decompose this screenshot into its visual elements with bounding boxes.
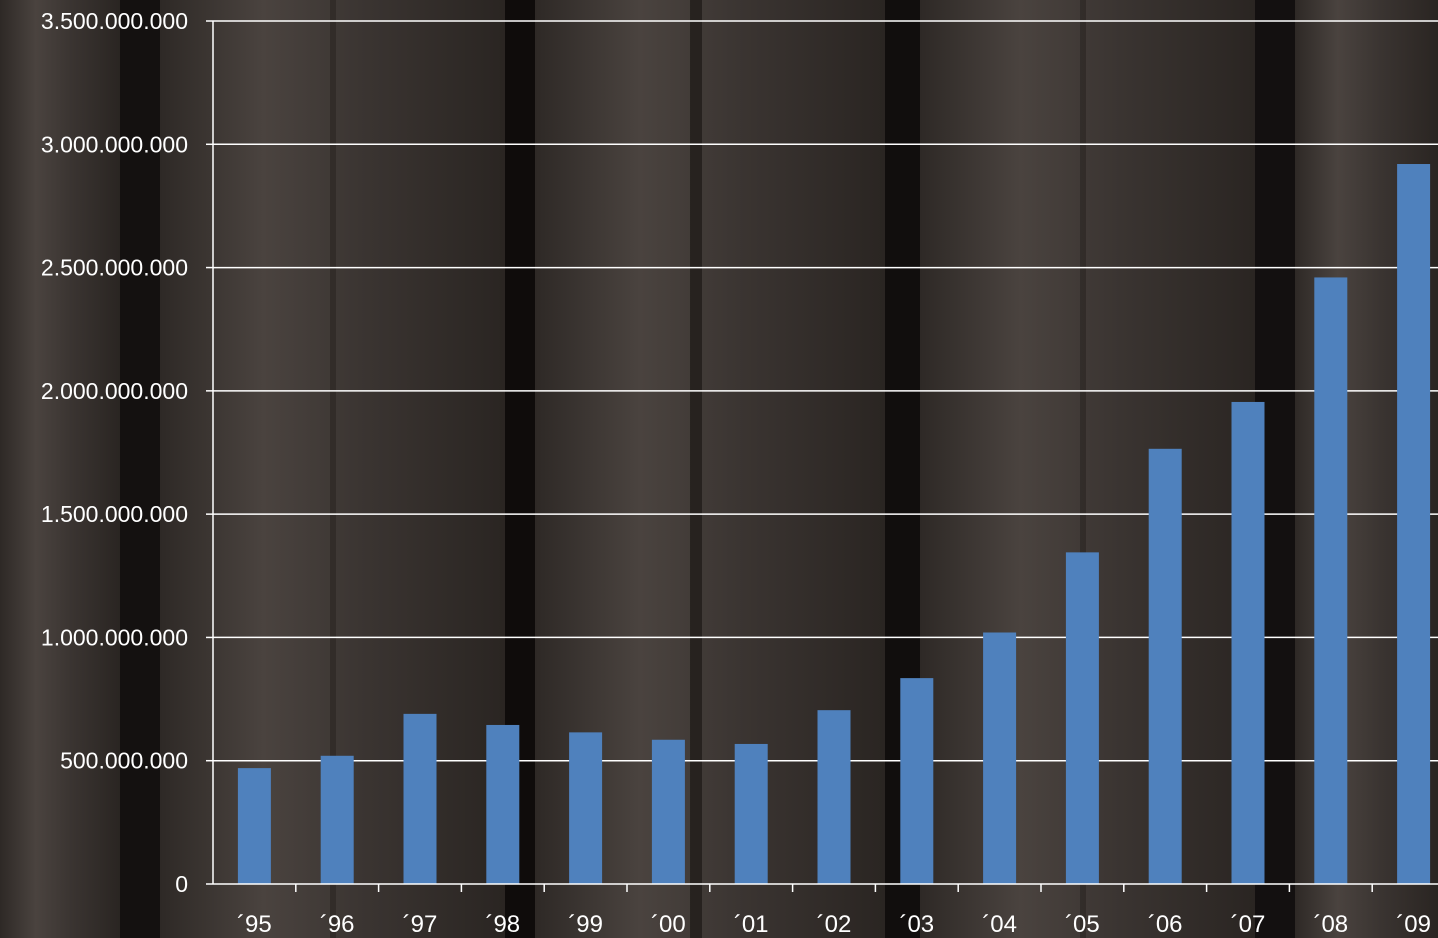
- x-tick-label: ´95: [237, 911, 272, 938]
- bar: [1148, 448, 1182, 884]
- bar: [237, 768, 271, 884]
- x-tick-label: ´01: [734, 911, 769, 938]
- x-tick-label: ´08: [1313, 911, 1348, 938]
- y-tick-label: 1.500.000.000: [41, 501, 188, 527]
- bar: [817, 710, 851, 884]
- bar: [651, 739, 685, 884]
- x-tick-label: ´99: [568, 911, 603, 938]
- bar: [569, 732, 603, 884]
- y-axis-tick-labels: 0 500.000.000 1.000.000.000 1.500.000.000 2.…: [41, 8, 188, 897]
- bar: [320, 755, 354, 884]
- axes: [206, 20, 1438, 892]
- x-tick-label: ´09: [1396, 911, 1431, 938]
- bar: [983, 632, 1017, 884]
- x-tick-label: ´06: [1148, 911, 1183, 938]
- y-tick-label: 3.500.000.000: [41, 8, 188, 34]
- bar: [1314, 277, 1348, 884]
- bars: [237, 164, 1431, 885]
- bar: [734, 743, 768, 884]
- x-tick-label: ´05: [1065, 911, 1100, 938]
- x-tick-label: ´04: [982, 911, 1017, 938]
- bar: [403, 713, 437, 884]
- y-tick-label: 0: [175, 871, 188, 897]
- bar: [1397, 164, 1431, 885]
- x-tick-label: ´03: [899, 911, 934, 938]
- x-tick-label: ´02: [817, 911, 852, 938]
- x-tick-label: ´96: [320, 911, 355, 938]
- x-axis-tick-labels: ´95 ´96 ´97 ´98 ´99 ´00 ´01 ´02 ´03 ´04 ´05 ´06 ´07 ´…: [237, 911, 1431, 938]
- x-tick-label: ´98: [485, 911, 520, 938]
- bar: [900, 678, 934, 884]
- bar: [486, 724, 520, 884]
- y-tick-label: 2.000.000.000: [41, 378, 188, 404]
- bar: [1231, 401, 1265, 884]
- x-tick-label: ´97: [403, 911, 438, 938]
- y-tick-label: 500.000.000: [60, 748, 188, 774]
- bar: [1065, 552, 1099, 884]
- y-tick-label: 3.000.000.000: [41, 131, 188, 157]
- x-tick-label: ´00: [651, 911, 686, 938]
- y-tick-label: 2.500.000.000: [41, 255, 188, 281]
- y-tick-label: 1.000.000.000: [41, 624, 188, 650]
- x-tick-label: ´07: [1231, 911, 1266, 938]
